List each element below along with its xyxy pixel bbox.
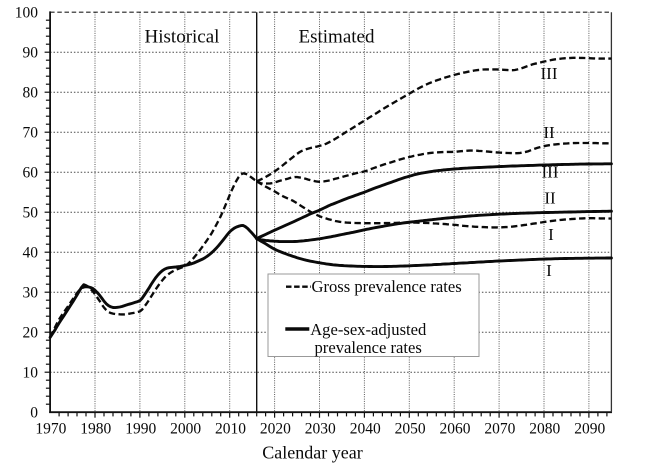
svg-text:2040: 2040	[350, 421, 381, 438]
svg-text:20: 20	[23, 325, 39, 342]
svg-text:60: 60	[23, 165, 39, 182]
svg-text:50: 50	[23, 205, 39, 222]
svg-text:1990: 1990	[125, 421, 156, 438]
svg-text:2090: 2090	[574, 421, 605, 438]
svg-text:2020: 2020	[260, 421, 291, 438]
svg-text:10: 10	[23, 365, 39, 382]
svg-text:70: 70	[23, 125, 39, 142]
svg-text:80: 80	[23, 85, 39, 102]
svg-text:I: I	[546, 261, 552, 280]
svg-text:40: 40	[23, 245, 39, 262]
svg-text:II: II	[543, 123, 555, 142]
svg-text:III: III	[542, 163, 559, 182]
svg-text:2050: 2050	[395, 421, 426, 438]
svg-text:I: I	[548, 225, 554, 244]
svg-text:Age-sex-adjusted: Age-sex-adjusted	[310, 320, 427, 339]
svg-text:II: II	[544, 189, 556, 208]
svg-text:Historical: Historical	[145, 27, 220, 48]
svg-text:1980: 1980	[80, 421, 111, 438]
svg-text:30: 30	[23, 285, 39, 302]
svg-text:100: 100	[15, 5, 39, 22]
svg-text:Gross prevalence rates: Gross prevalence rates	[312, 277, 462, 296]
svg-text:1970: 1970	[35, 421, 66, 438]
svg-text:prevalence rates: prevalence rates	[315, 338, 422, 357]
svg-text:2030: 2030	[305, 421, 336, 438]
svg-text:0: 0	[30, 405, 38, 422]
svg-text:III: III	[541, 64, 558, 83]
svg-text:90: 90	[23, 45, 39, 62]
svg-text:Calendar year: Calendar year	[262, 443, 362, 463]
svg-text:2080: 2080	[529, 421, 560, 438]
svg-text:2000: 2000	[170, 421, 201, 438]
svg-text:2010: 2010	[215, 421, 246, 438]
svg-text:2070: 2070	[484, 421, 515, 438]
svg-text:2060: 2060	[440, 421, 471, 438]
svg-text:Estimated: Estimated	[299, 27, 375, 48]
